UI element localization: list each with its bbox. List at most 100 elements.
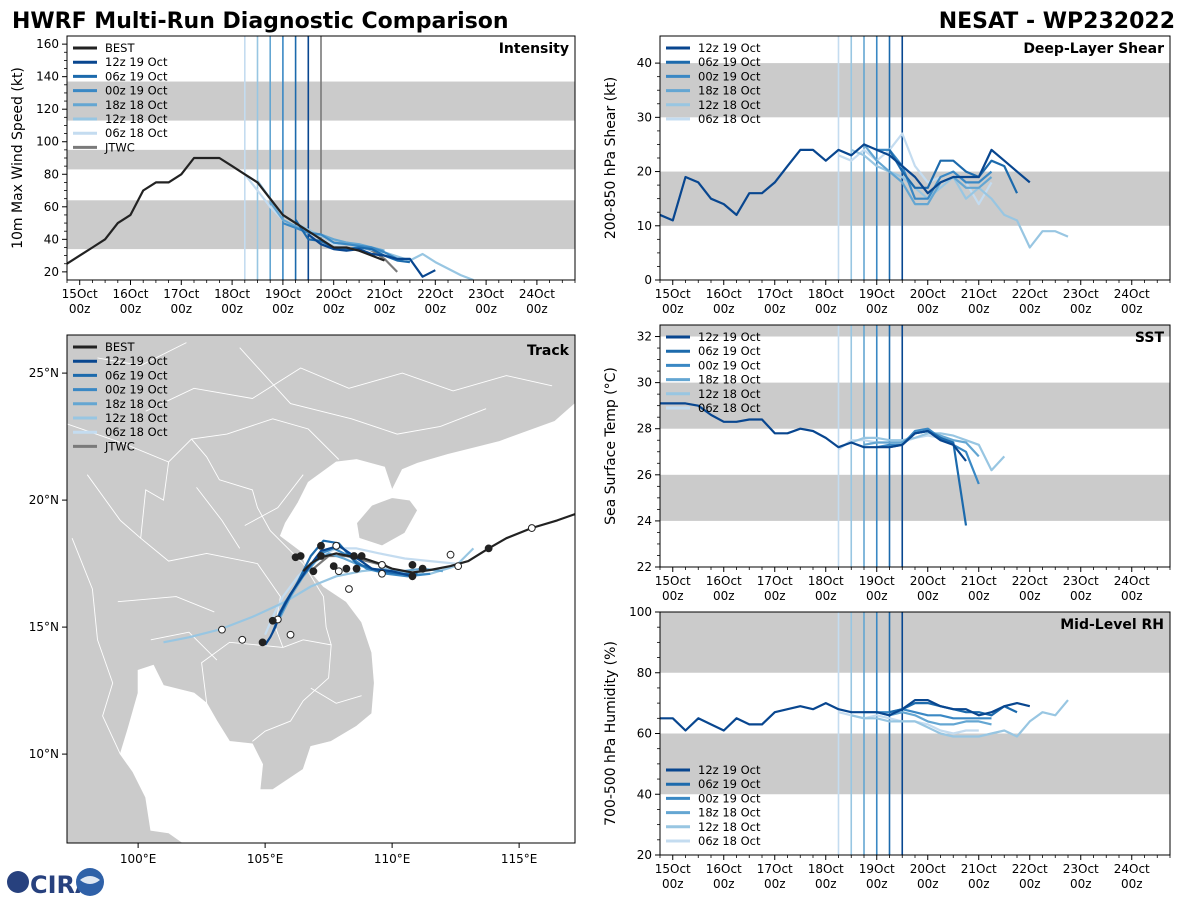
legend-label-18z-18-oct: 18z 18 Oct [105, 98, 168, 112]
track-position-marker [309, 567, 318, 576]
x-tick-hour: 00z [1121, 302, 1143, 316]
x-tick-hour: 00z [917, 589, 939, 603]
legend-label-12z-19-oct: 12z 19 Oct [105, 55, 168, 69]
track-position-marker [454, 562, 463, 571]
x-tick-hour: 00z [713, 302, 735, 316]
track-position-marker [258, 638, 267, 647]
x-tick-date: 20Oct [910, 862, 946, 876]
y-tick-label: 10 [637, 219, 652, 233]
legend-label-00z-19-oct: 00z 19 Oct [698, 69, 761, 83]
y-tick-label: 40 [637, 56, 652, 70]
series-line-12z-18-oct [851, 699, 1069, 738]
panel-title-shear: Deep-Layer Shear [1023, 41, 1164, 57]
admin-border [117, 596, 215, 613]
x-tick-date: 17Oct [757, 287, 793, 301]
legend-label-jtwc: JTWC [104, 439, 135, 453]
x-tick-label: 19Oct 00z [265, 287, 301, 316]
track-position-marker [317, 541, 325, 550]
x-tick-hour: 00z [1070, 302, 1092, 316]
track-position-marker [345, 585, 353, 593]
y-tick-label: 24 [637, 514, 652, 528]
y-tick-label: 20 [637, 848, 652, 862]
legend-label-06z-18-oct: 06z 18 Oct [698, 834, 761, 848]
x-tick-label: 22Oct 00z [1012, 862, 1048, 891]
y-tick-label: 26 [637, 468, 652, 482]
x-tick-date: 18Oct [808, 574, 844, 588]
threshold-band [660, 474, 1170, 521]
x-tick-hour: 00z [713, 589, 735, 603]
legend-label-06z-18-oct: 06z 18 Oct [698, 112, 761, 126]
y-tick-label: 20 [637, 165, 652, 179]
x-tick-date: 16Oct [706, 574, 742, 588]
track-position-marker [291, 553, 300, 562]
legend-label-00z-19-oct: 00z 19 Oct [698, 791, 761, 805]
series-line-18z-18-oct [863, 143, 993, 206]
track-position-marker [329, 562, 338, 571]
x-tick-date: 17Oct [757, 862, 793, 876]
series-line-12z-19-oct [307, 233, 436, 278]
admin-border [310, 687, 362, 704]
x-tick-label: 15Oct 00z [62, 287, 98, 316]
x-tick-date: 21Oct [366, 287, 402, 301]
x-tick-hour: 00z [1121, 877, 1143, 891]
series-line-12z-19-oct [660, 698, 1031, 732]
x-tick-hour: 00z [866, 302, 888, 316]
x-tick-hour: 00z [662, 877, 684, 891]
series-line-best [67, 156, 385, 265]
logo-bird-icon [80, 876, 100, 884]
threshold-band [660, 325, 1170, 337]
legend-label-06z-19-oct: 06z 19 Oct [105, 69, 168, 83]
legend-label-12z-19-oct: 12z 19 Oct [698, 330, 761, 344]
y-axis-label-intensity: 10m Max Wind Speed (kt) [10, 67, 26, 249]
threshold-band [660, 612, 1170, 673]
x-tick-hour: 00z [917, 302, 939, 316]
x-tick-label: 23Oct 00z [468, 287, 504, 316]
legend-label-06z-18-oct: 06z 18 Oct [105, 126, 168, 140]
cira-logo: CIRA [7, 868, 104, 899]
x-tick-label: 16Oct 00z [706, 862, 742, 891]
x-tick-date: 20Oct [910, 287, 946, 301]
x-tick-date: 22Oct [417, 287, 453, 301]
plot-area-shear [660, 36, 1170, 280]
series-line-00z-19-oct [876, 427, 980, 485]
y-tick-label: 100 [36, 135, 59, 149]
track-position-marker [527, 524, 536, 532]
x-tick-date: 22Oct [1012, 862, 1048, 876]
admin-border [97, 342, 187, 366]
x-tick-hour: 00z [866, 589, 888, 603]
y-axis-label-sst: Sea Surface Temp (°C) [603, 367, 619, 525]
y-tick-label: 60 [637, 727, 652, 741]
series-line-12z-19-oct [660, 402, 967, 462]
track-position-marker [408, 572, 417, 581]
x-tick-date: 19Oct [265, 287, 301, 301]
admin-border [252, 639, 332, 742]
x-tick-label: 20Oct 00z [910, 287, 946, 316]
x-tick-label: 22Oct 00z [417, 287, 453, 316]
track-position-marker [218, 625, 226, 634]
legend-label-06z-19-oct: 06z 19 Oct [698, 777, 761, 791]
x-tick-label: 23Oct 00z [1063, 574, 1099, 603]
x-tick-label: 18Oct 00z [808, 862, 844, 891]
x-tick-date: 16Oct [706, 862, 742, 876]
track-position-marker [446, 550, 455, 559]
land-hainan [356, 497, 418, 547]
admin-border [239, 347, 487, 435]
series-line-12z-18-oct [850, 432, 1006, 472]
x-tick-label: 23Oct 00z [1063, 287, 1099, 316]
x-tick-date: 16Oct [112, 287, 148, 301]
legend-label-18z-18-oct: 18z 18 Oct [698, 84, 761, 98]
x-tick-label: 24Oct 00z [1114, 287, 1150, 316]
x-tick-date: 21Oct [961, 862, 997, 876]
legend-label-12z-19-oct: 12z 19 Oct [105, 354, 168, 368]
threshold-band [660, 733, 1170, 795]
x-tick-hour: 00z [221, 302, 243, 316]
x-tick-hour: 00z [374, 302, 396, 316]
panel-title-intensity: Intensity [499, 41, 569, 57]
legend-label-06z-19-oct: 06z 19 Oct [698, 344, 761, 358]
track-position-marker [484, 544, 493, 553]
lon-tick-label: 105°E [247, 852, 284, 866]
x-tick-label: 22Oct 00z [1012, 287, 1048, 316]
y-tick-label: 30 [637, 110, 652, 124]
y-tick-label: 20 [44, 265, 59, 279]
x-tick-hour: 00z [968, 302, 990, 316]
